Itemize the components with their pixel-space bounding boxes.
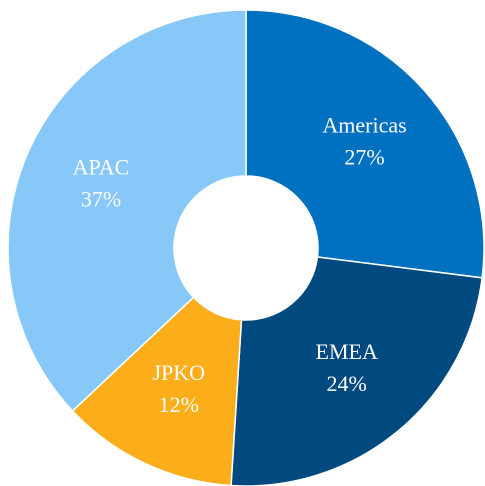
donut-slice [71, 296, 243, 486]
donut-slice [7, 9, 247, 412]
slice-value: 12% [159, 392, 199, 417]
slice-value: 24% [327, 371, 367, 396]
donut-slice [230, 256, 483, 486]
slice-value: 27% [344, 145, 384, 170]
slice-label: Americas [322, 113, 406, 138]
slice-label: EMEA [316, 339, 378, 364]
slice-label: JPKO [152, 360, 205, 385]
slice-label: APAC [73, 154, 130, 179]
slice-value: 37% [81, 186, 121, 211]
donut-slice [245, 9, 485, 279]
